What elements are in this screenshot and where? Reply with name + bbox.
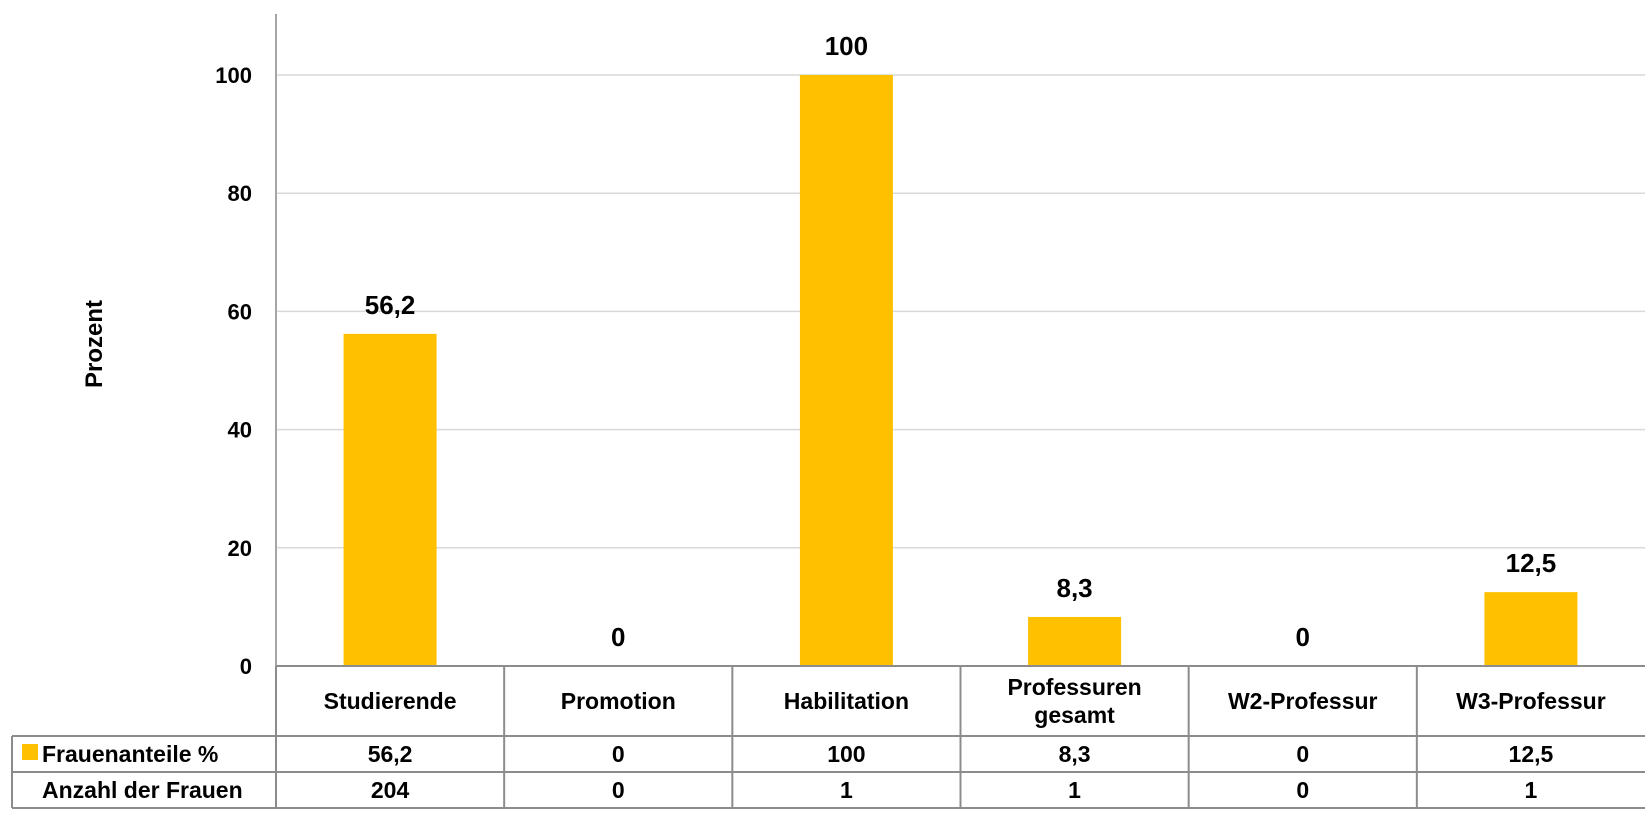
data-label: 56,2: [365, 290, 416, 320]
bar: [343, 333, 437, 666]
x-tick-label: W2-Professur: [1228, 688, 1378, 714]
data-label: 100: [825, 31, 868, 61]
y-tick-label: 40: [228, 418, 252, 443]
bar: [799, 75, 893, 666]
table-cell: 1: [840, 777, 853, 803]
bar: [1028, 616, 1122, 666]
y-tick-label: 0: [240, 654, 252, 679]
y-tick-label: 80: [228, 181, 252, 206]
y-tick-label: 20: [228, 536, 252, 561]
data-label: 8,3: [1057, 573, 1093, 603]
y-axis: 0 20 40 60 80 100: [215, 14, 277, 679]
table-cell: 1: [1068, 777, 1081, 803]
x-tick-label: Promotion: [561, 688, 676, 714]
data-labels: 56,2 0 100 8,3 0 12,5: [365, 31, 1556, 652]
table-cell: 8,3: [1059, 741, 1091, 767]
data-label: 12,5: [1506, 548, 1557, 578]
x-tick-label: W3-Professur: [1456, 688, 1606, 714]
legend-key: [22, 744, 38, 760]
bars: [343, 75, 1578, 666]
table-cell: 1: [1525, 777, 1538, 803]
table-cell: 100: [827, 741, 865, 767]
data-label: 0: [1296, 622, 1310, 652]
table-row-label: Anzahl der Frauen: [42, 777, 243, 803]
data-table: Studierende Promotion Habilitation Professu…: [11, 665, 1645, 809]
x-tick-label: Studierende: [324, 688, 457, 714]
table-cell: 0: [1296, 741, 1309, 767]
table-cell: 0: [612, 741, 625, 767]
y-tick-label: 100: [215, 63, 252, 88]
table-cell: 0: [612, 777, 625, 803]
y-axis-title: Prozent: [81, 300, 108, 388]
data-label: 0: [611, 622, 625, 652]
table-cell: 0: [1296, 777, 1309, 803]
table-cell: 12,5: [1509, 741, 1554, 767]
x-tick-label: gesamt: [1034, 702, 1115, 728]
x-tick-label: Professuren: [1007, 674, 1141, 700]
table-cell: 204: [371, 777, 410, 803]
gridlines: [276, 74, 1645, 549]
table-row-label: Frauenanteile %: [42, 741, 218, 767]
table-cell: 56,2: [368, 741, 413, 767]
x-tick-label: Habilitation: [784, 688, 909, 714]
y-tick-label: 60: [228, 299, 252, 324]
bar: [1484, 592, 1578, 666]
